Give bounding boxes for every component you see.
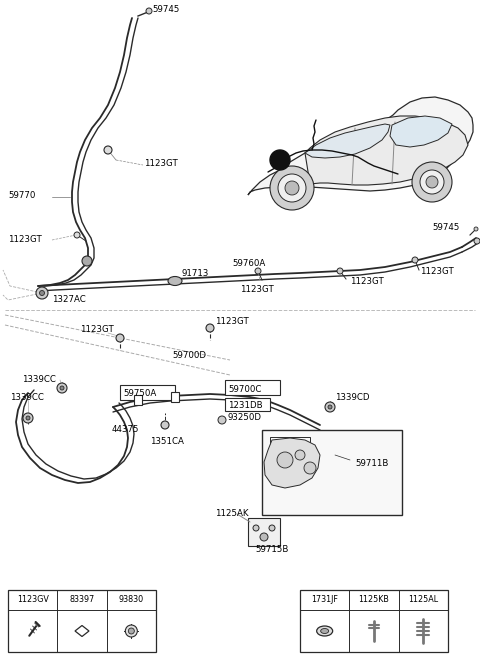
Circle shape bbox=[26, 416, 30, 420]
Circle shape bbox=[161, 421, 169, 429]
Circle shape bbox=[82, 256, 92, 266]
Text: 59700D: 59700D bbox=[172, 350, 206, 359]
Text: 59750A: 59750A bbox=[123, 389, 156, 399]
Text: 1339CC: 1339CC bbox=[22, 375, 56, 385]
Circle shape bbox=[325, 402, 335, 412]
Text: 1123GT: 1123GT bbox=[144, 160, 178, 169]
Text: 91713: 91713 bbox=[182, 269, 209, 277]
Text: 1125AK: 1125AK bbox=[215, 508, 249, 518]
Circle shape bbox=[420, 170, 444, 194]
Circle shape bbox=[474, 227, 478, 231]
Circle shape bbox=[39, 291, 45, 295]
Circle shape bbox=[128, 628, 134, 634]
Circle shape bbox=[206, 324, 214, 332]
Circle shape bbox=[57, 383, 67, 393]
Text: 1125KB: 1125KB bbox=[359, 596, 389, 604]
Text: 1123GT: 1123GT bbox=[8, 236, 42, 244]
Text: 44375: 44375 bbox=[112, 426, 140, 434]
Text: 1123GT: 1123GT bbox=[215, 318, 249, 326]
Polygon shape bbox=[390, 116, 452, 147]
Text: 1123GT: 1123GT bbox=[350, 277, 384, 287]
Text: 93250D: 93250D bbox=[228, 414, 262, 422]
Polygon shape bbox=[305, 124, 390, 158]
Bar bbox=[225, 398, 270, 411]
Circle shape bbox=[270, 166, 314, 210]
Circle shape bbox=[277, 452, 293, 468]
Text: 1123GV: 1123GV bbox=[17, 596, 48, 604]
Circle shape bbox=[116, 334, 124, 342]
Bar bbox=[171, 392, 179, 402]
Circle shape bbox=[412, 257, 418, 263]
Bar bbox=[280, 445, 300, 465]
Circle shape bbox=[278, 174, 306, 202]
Circle shape bbox=[269, 525, 275, 531]
Text: 1339CC: 1339CC bbox=[10, 393, 44, 402]
Circle shape bbox=[270, 150, 290, 170]
Circle shape bbox=[285, 181, 299, 195]
Circle shape bbox=[295, 450, 305, 460]
Circle shape bbox=[125, 625, 137, 637]
Polygon shape bbox=[248, 97, 473, 195]
Bar bbox=[270, 437, 310, 472]
Ellipse shape bbox=[168, 277, 182, 285]
Text: 59760A: 59760A bbox=[232, 260, 265, 269]
Circle shape bbox=[304, 462, 316, 474]
Text: 1351CA: 1351CA bbox=[150, 438, 184, 446]
Text: 1339CD: 1339CD bbox=[335, 393, 370, 401]
Bar bbox=[120, 385, 175, 400]
Bar bbox=[134, 395, 142, 405]
Bar bbox=[262, 430, 402, 515]
Circle shape bbox=[255, 268, 261, 274]
Text: 1327AC: 1327AC bbox=[52, 295, 86, 303]
Bar bbox=[8, 590, 156, 652]
Text: 59700C: 59700C bbox=[228, 385, 262, 393]
Text: 1123GT: 1123GT bbox=[240, 285, 274, 293]
Text: 59770: 59770 bbox=[8, 191, 36, 199]
Ellipse shape bbox=[321, 628, 329, 634]
Text: 1125AL: 1125AL bbox=[408, 596, 438, 604]
Text: 59745: 59745 bbox=[432, 224, 459, 232]
Circle shape bbox=[412, 162, 452, 202]
Circle shape bbox=[74, 232, 80, 238]
Text: 59745: 59745 bbox=[152, 5, 180, 15]
Polygon shape bbox=[75, 626, 89, 636]
Circle shape bbox=[218, 416, 226, 424]
Circle shape bbox=[337, 268, 343, 274]
Text: 59715B: 59715B bbox=[255, 545, 288, 555]
Text: 59711B: 59711B bbox=[355, 459, 388, 467]
Circle shape bbox=[60, 386, 64, 390]
Circle shape bbox=[328, 405, 332, 409]
Ellipse shape bbox=[317, 626, 333, 636]
Circle shape bbox=[260, 533, 268, 541]
Text: 1731JF: 1731JF bbox=[311, 596, 338, 604]
Bar bbox=[248, 518, 280, 546]
Text: 93830: 93830 bbox=[119, 596, 144, 604]
Circle shape bbox=[104, 146, 112, 154]
Polygon shape bbox=[305, 116, 468, 185]
Circle shape bbox=[23, 413, 33, 423]
Circle shape bbox=[426, 176, 438, 188]
Bar bbox=[225, 380, 280, 395]
Polygon shape bbox=[264, 438, 320, 488]
Text: 1231DB: 1231DB bbox=[228, 401, 263, 410]
Circle shape bbox=[146, 8, 152, 14]
Text: 1123GT: 1123GT bbox=[80, 326, 114, 334]
Text: 83397: 83397 bbox=[70, 596, 95, 604]
Circle shape bbox=[474, 238, 480, 244]
Circle shape bbox=[36, 287, 48, 299]
Bar bbox=[300, 590, 448, 652]
Circle shape bbox=[253, 525, 259, 531]
Text: 1123GT: 1123GT bbox=[420, 267, 454, 277]
